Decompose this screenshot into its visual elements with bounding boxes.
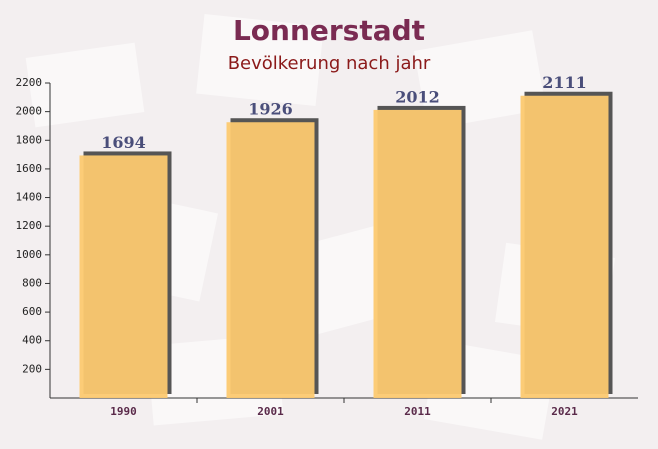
x-tick-label: 2001: [257, 405, 284, 418]
value-label: 1694: [101, 133, 146, 152]
bar: [79, 155, 168, 398]
y-tick-label: 1000: [16, 248, 43, 261]
bar: [520, 95, 609, 399]
x-tick-label: 2011: [404, 405, 431, 418]
chart-subtitle: Bevölkerung nach jahr: [228, 53, 431, 74]
y-tick-label: 1200: [16, 219, 43, 232]
y-tick-label: 1400: [16, 191, 43, 204]
x-tick-label: 2021: [551, 405, 578, 418]
value-label: 1926: [248, 100, 293, 119]
y-tick-label: 2000: [16, 105, 43, 118]
chart-title: Lonnerstadt: [233, 14, 425, 47]
y-tick-label: 200: [22, 362, 42, 375]
y-tick-label: 1600: [16, 162, 43, 175]
x-tick-label: 1990: [110, 405, 137, 418]
y-tick-label: 2200: [16, 76, 43, 89]
y-tick-label: 400: [22, 334, 42, 347]
value-label: 2111: [542, 73, 587, 92]
y-tick-label: 1800: [16, 133, 43, 146]
bar: [226, 122, 315, 399]
value-label: 2012: [395, 87, 440, 106]
y-tick-label: 800: [22, 276, 42, 289]
bar: [373, 109, 462, 398]
y-tick-label: 600: [22, 305, 42, 318]
